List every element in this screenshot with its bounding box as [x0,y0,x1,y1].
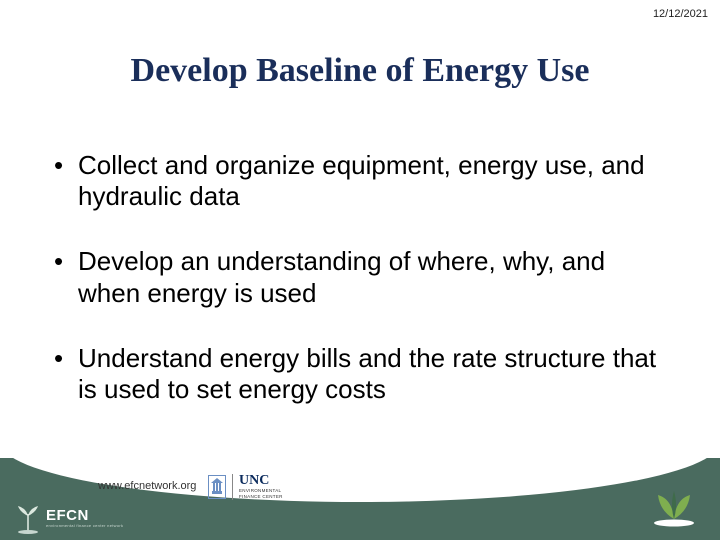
unc-sub2: FINANCE CENTER [239,495,283,500]
leaf-icon [650,487,698,527]
sprout-icon [14,502,42,534]
slide-title: Develop Baseline of Energy Use [0,52,720,90]
bullet-item: Develop an understanding of where, why, … [50,246,660,308]
leaf-logo [650,487,698,532]
unc-logo: UNC ENVIRONMENTAL FINANCE CENTER [208,474,283,500]
efcn-logo: EFCN environmental finance center networ… [14,502,123,534]
slide-date: 12/12/2021 [653,8,708,20]
footer-url: www.efcnetwork.org [98,480,196,492]
unc-well-icon [208,475,226,499]
unc-label: UNC [239,474,283,488]
bullet-item: Understand energy bills and the rate str… [50,343,660,405]
efcn-label: EFCN [46,508,123,523]
bullet-list: Collect and organize equipment, energy u… [50,150,660,439]
efcn-sublabel: environmental finance center network [46,523,123,528]
bullet-item: Collect and organize equipment, energy u… [50,150,660,212]
